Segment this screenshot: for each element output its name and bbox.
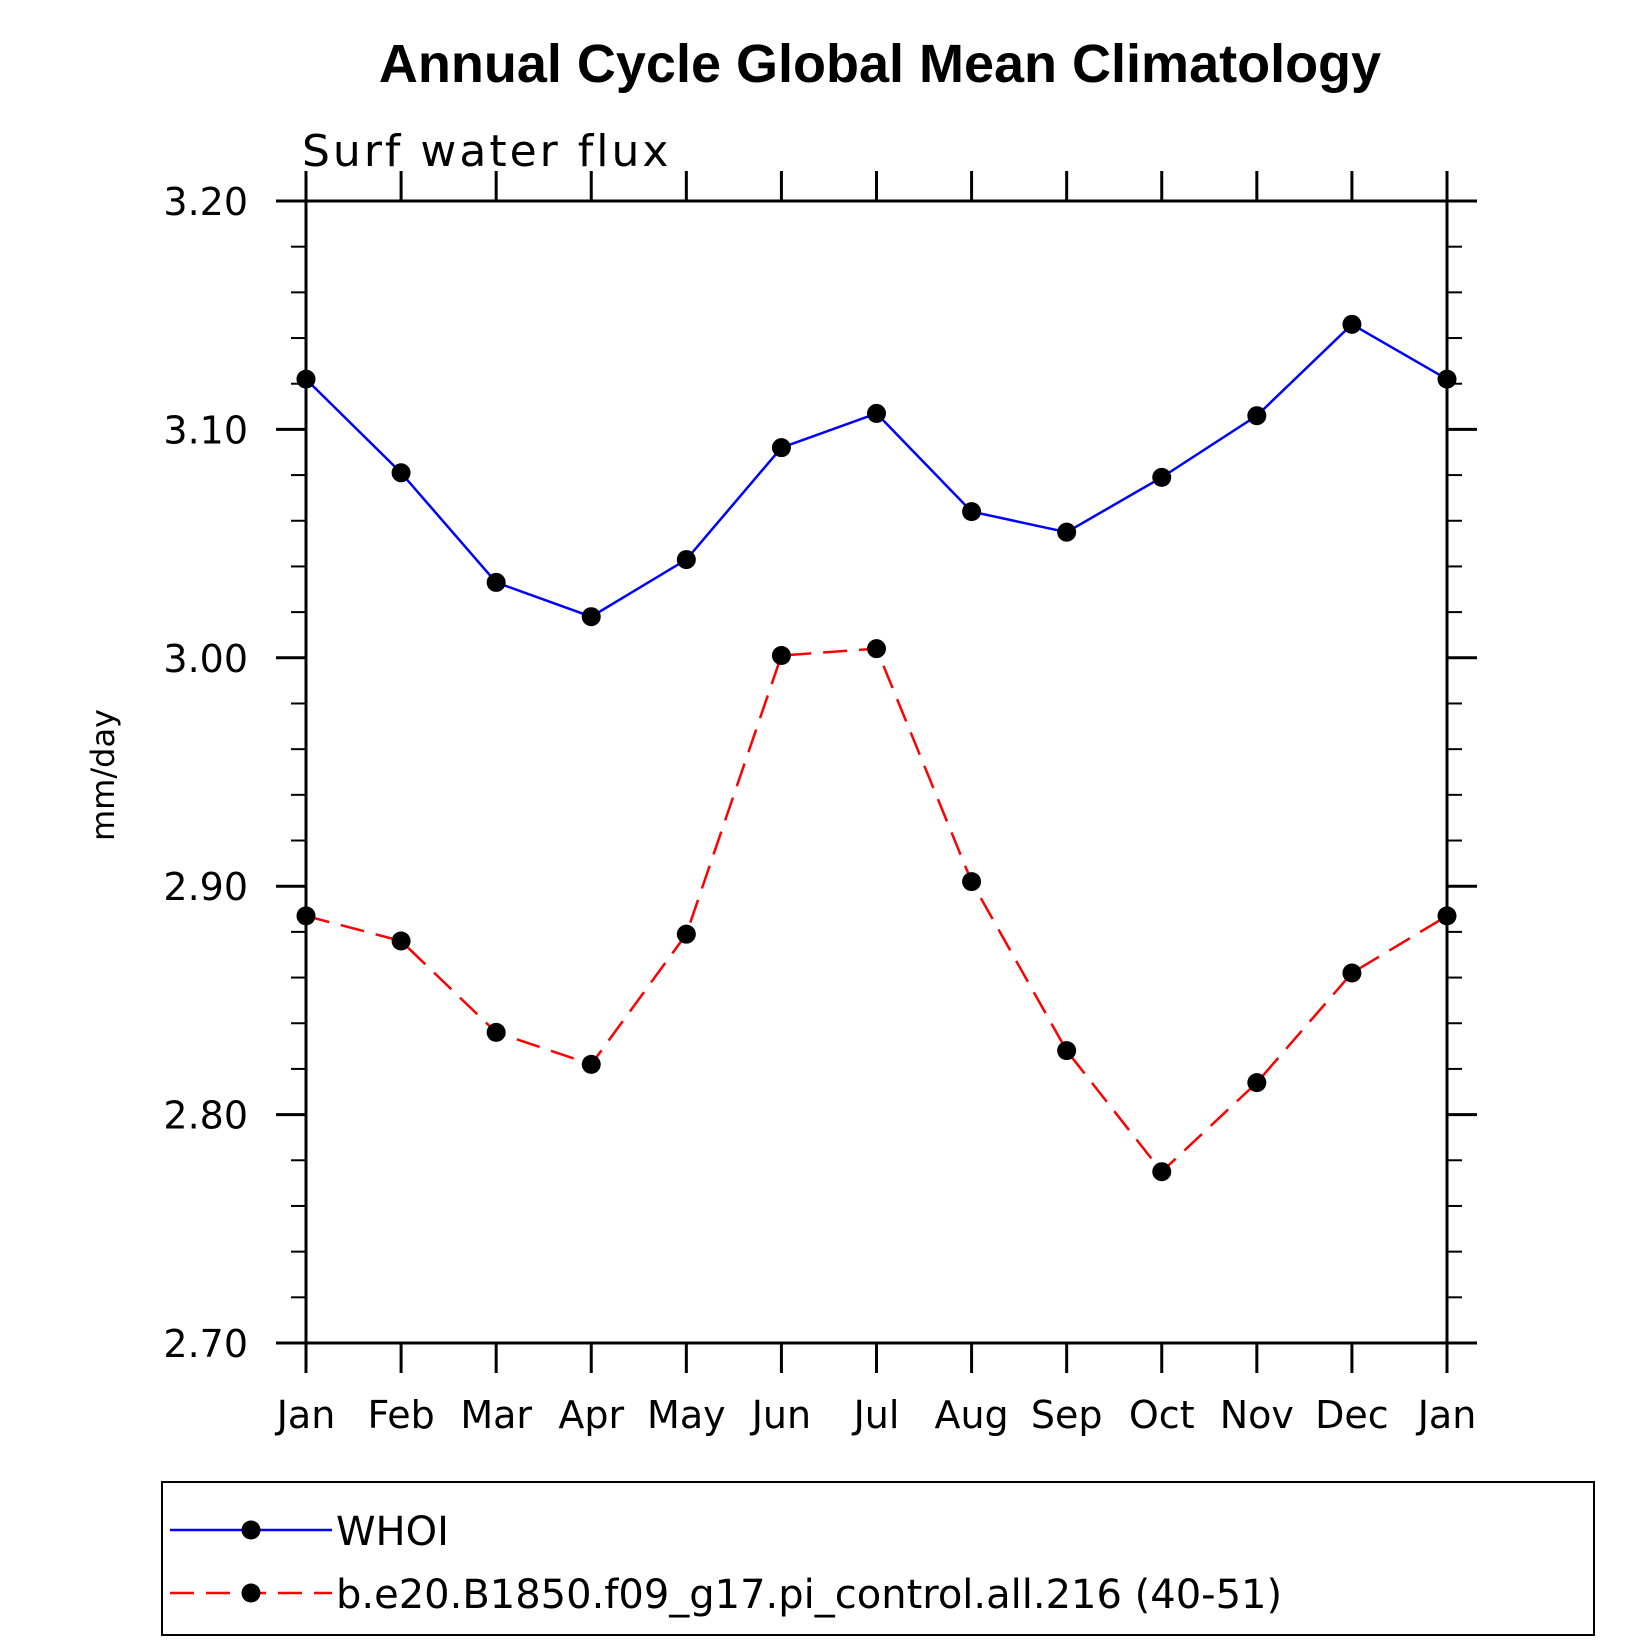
legend-label: b.e20.B1850.f09_g17.pi_control.all.216 (…	[336, 1572, 1282, 1618]
data-point	[1057, 522, 1077, 542]
data-point	[1437, 369, 1457, 389]
data-point	[581, 607, 601, 627]
x-tick-label: Sep	[1031, 1393, 1103, 1437]
data-point	[1342, 963, 1362, 983]
x-tick-label: Jan	[275, 1393, 336, 1437]
data-point	[296, 369, 316, 389]
data-point	[296, 906, 316, 926]
data-point	[1057, 1041, 1077, 1061]
chart-subtitle: Surf water flux	[302, 126, 671, 177]
data-point	[1247, 1073, 1267, 1093]
x-tick-label: Aug	[934, 1393, 1008, 1437]
x-tick-label: Jan	[1416, 1393, 1477, 1437]
chart-title: Annual Cycle Global Mean Climatology	[379, 34, 1381, 94]
legend-box	[161, 1481, 1595, 1636]
data-point	[867, 403, 886, 423]
y-tick-label: 3.20	[163, 180, 248, 224]
data-point	[391, 931, 411, 951]
data-point	[676, 550, 696, 570]
y-tick-label: 2.90	[163, 865, 248, 909]
series-line	[305, 647, 1448, 1174]
series-layer	[296, 314, 1457, 1182]
y-tick-label: 2.70	[163, 1322, 248, 1366]
x-tick-label: Nov	[1220, 1393, 1294, 1437]
data-point	[1437, 906, 1457, 926]
data-point	[486, 572, 506, 592]
data-point	[771, 646, 791, 666]
x-tick-label: Dec	[1315, 1393, 1389, 1437]
data-point	[676, 924, 696, 944]
series-group	[296, 639, 1457, 1182]
y-tick-label: 3.00	[163, 637, 248, 681]
legend-marker	[241, 1520, 261, 1540]
data-point	[391, 463, 411, 483]
y-tick-label: 2.80	[163, 1094, 248, 1138]
x-tick-label: Feb	[367, 1393, 434, 1437]
data-point	[1152, 1162, 1172, 1182]
data-point	[962, 872, 982, 892]
legend-label: WHOI	[336, 1509, 449, 1555]
x-tick-label: Jun	[750, 1393, 811, 1437]
data-point	[1152, 467, 1172, 487]
x-tick-label: Jul	[852, 1393, 900, 1437]
x-tick-label: May	[647, 1393, 726, 1437]
data-point	[771, 438, 791, 458]
legend: WHOI b.e20.B1850.f09_g17.pi_control.all.2…	[161, 1481, 1595, 1636]
data-point	[962, 502, 982, 522]
x-tick-label: Apr	[558, 1393, 624, 1437]
data-point	[581, 1054, 601, 1074]
legend-marker	[241, 1583, 261, 1603]
data-point	[1342, 314, 1362, 334]
series-group	[296, 314, 1457, 627]
data-point	[486, 1022, 506, 1042]
data-point	[867, 639, 886, 659]
y-axis-label: mm/day	[84, 709, 122, 841]
x-tick-label: Oct	[1129, 1393, 1195, 1437]
series-line	[305, 322, 1448, 619]
plot-axes: 2.70 2.80 2.90 3.00 3.10 3.20 Jan Feb Mar Apr May J…	[163, 171, 1477, 1437]
data-point	[1247, 406, 1267, 426]
y-tick-label: 3.10	[163, 408, 248, 452]
plot-frame	[304, 199, 1449, 1345]
x-tick-label: Mar	[460, 1393, 532, 1437]
